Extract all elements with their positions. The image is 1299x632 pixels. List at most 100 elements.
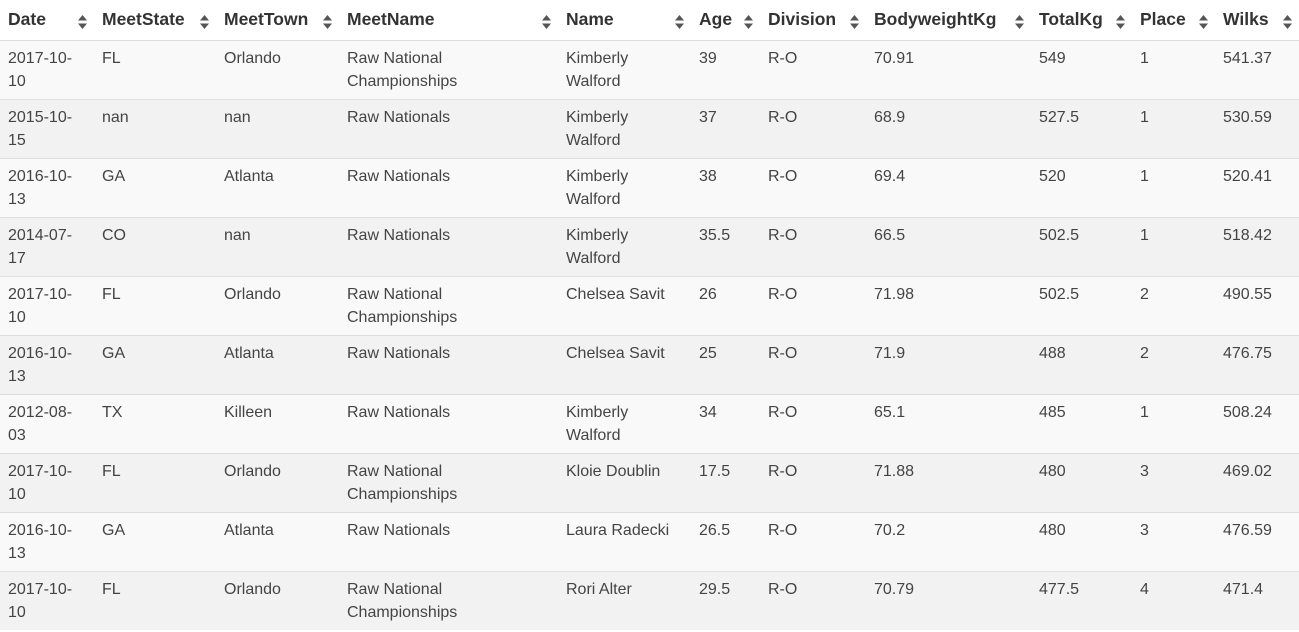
column-header-wilks[interactable]: Wilks: [1215, 0, 1299, 41]
cell-date: 2016-10-13: [0, 334, 94, 394]
cell-place: 1: [1132, 39, 1215, 99]
column-header-meettown[interactable]: MeetTown: [216, 0, 339, 41]
cell-bodyweightkg: 71.9: [866, 334, 1031, 394]
column-header-meetstate[interactable]: MeetState: [94, 0, 216, 41]
cell-age: 34: [691, 393, 760, 453]
cell-meettown: Killeen: [216, 393, 339, 453]
cell-meetname: Raw National Championships: [339, 39, 558, 99]
cell-name: Laura Radecki: [558, 511, 691, 571]
cell-bodyweightkg: 71.88: [866, 452, 1031, 512]
cell-wilks: 490.55: [1215, 275, 1299, 335]
table-body: 2017-10-10 FL Orlando Raw National Champion…: [0, 39, 1299, 630]
cell-totalkg: 520: [1031, 157, 1132, 217]
cell-name: Kimberly Walford: [558, 157, 691, 217]
cell-bodyweightkg: 70.79: [866, 570, 1031, 630]
cell-wilks: 469.02: [1215, 452, 1299, 512]
cell-date: 2017-10-10: [0, 452, 94, 512]
cell-meetstate: GA: [94, 334, 216, 394]
column-header-label: MeetName: [347, 9, 435, 30]
sort-icon[interactable]: [1116, 13, 1125, 29]
cell-division: R-O: [760, 157, 866, 217]
cell-name: Rori Alter: [558, 570, 691, 630]
cell-place: 1: [1132, 216, 1215, 276]
column-header-name[interactable]: Name: [558, 0, 691, 41]
cell-name: Chelsea Savit: [558, 275, 691, 335]
sort-icon[interactable]: [850, 13, 859, 29]
cell-bodyweightkg: 69.4: [866, 157, 1031, 217]
cell-totalkg: 480: [1031, 452, 1132, 512]
sort-icon[interactable]: [542, 13, 551, 29]
table-row: 2016-10-13 GA Atlanta Raw Nationals Laura Ra…: [0, 511, 1299, 571]
column-header-place[interactable]: Place: [1132, 0, 1215, 41]
sort-icon[interactable]: [1015, 13, 1024, 29]
cell-place: 1: [1132, 393, 1215, 453]
table-row: 2017-10-10 FL Orlando Raw National Champion…: [0, 452, 1299, 512]
cell-meettown: Atlanta: [216, 511, 339, 571]
cell-meetstate: CO: [94, 216, 216, 276]
table-row: 2012-08-03 TX Killeen Raw Nationals Kimberly…: [0, 393, 1299, 453]
cell-wilks: 476.75: [1215, 334, 1299, 394]
cell-date: 2014-07-17: [0, 216, 94, 276]
cell-meettown: Orlando: [216, 39, 339, 99]
cell-place: 4: [1132, 570, 1215, 630]
cell-meetname: Raw Nationals: [339, 393, 558, 453]
cell-meetstate: FL: [94, 452, 216, 512]
cell-place: 3: [1132, 511, 1215, 571]
column-header-date[interactable]: Date: [0, 0, 94, 41]
cell-meetstate: nan: [94, 98, 216, 158]
cell-meetname: Raw National Championships: [339, 275, 558, 335]
column-header-label: Age: [699, 9, 733, 30]
table-row: 2016-10-13 GA Atlanta Raw Nationals Kimberly…: [0, 157, 1299, 217]
table-row: 2016-10-13 GA Atlanta Raw Nationals Chelsea …: [0, 334, 1299, 394]
column-header-division[interactable]: Division: [760, 0, 866, 41]
cell-place: 2: [1132, 275, 1215, 335]
cell-meetname: Raw Nationals: [339, 334, 558, 394]
cell-bodyweightkg: 66.5: [866, 216, 1031, 276]
cell-meetstate: GA: [94, 157, 216, 217]
cell-meetname: Raw Nationals: [339, 157, 558, 217]
cell-wilks: 520.41: [1215, 157, 1299, 217]
cell-place: 3: [1132, 452, 1215, 512]
cell-meetname: Raw Nationals: [339, 98, 558, 158]
cell-division: R-O: [760, 334, 866, 394]
sort-icon[interactable]: [1199, 13, 1208, 29]
column-header-age[interactable]: Age: [691, 0, 760, 41]
cell-division: R-O: [760, 98, 866, 158]
cell-age: 38: [691, 157, 760, 217]
column-header-label: Division: [768, 9, 837, 30]
column-header-totalkg[interactable]: TotalKg: [1031, 0, 1132, 41]
cell-division: R-O: [760, 452, 866, 512]
cell-meetstate: FL: [94, 570, 216, 630]
column-header-label: Date: [8, 9, 46, 30]
cell-meettown: Atlanta: [216, 157, 339, 217]
cell-bodyweightkg: 71.98: [866, 275, 1031, 335]
sort-icon[interactable]: [200, 13, 209, 29]
cell-name: Chelsea Savit: [558, 334, 691, 394]
cell-date: 2015-10-15: [0, 98, 94, 158]
column-header-label: BodyweightKg: [874, 9, 997, 30]
cell-totalkg: 477.5: [1031, 570, 1132, 630]
cell-division: R-O: [760, 275, 866, 335]
table-row: 2017-10-10 FL Orlando Raw National Champion…: [0, 39, 1299, 99]
cell-age: 39: [691, 39, 760, 99]
cell-wilks: 508.24: [1215, 393, 1299, 453]
cell-totalkg: 488: [1031, 334, 1132, 394]
cell-totalkg: 549: [1031, 39, 1132, 99]
cell-wilks: 476.59: [1215, 511, 1299, 571]
cell-date: 2017-10-10: [0, 39, 94, 99]
sort-icon[interactable]: [323, 13, 332, 29]
column-header-bodyweightkg[interactable]: BodyweightKg: [866, 0, 1031, 41]
sort-icon[interactable]: [675, 13, 684, 29]
cell-totalkg: 480: [1031, 511, 1132, 571]
cell-date: 2016-10-13: [0, 157, 94, 217]
cell-wilks: 530.59: [1215, 98, 1299, 158]
sort-icon[interactable]: [1283, 13, 1292, 29]
cell-bodyweightkg: 65.1: [866, 393, 1031, 453]
sort-icon[interactable]: [744, 13, 753, 29]
table-row: 2017-10-10 FL Orlando Raw National Champion…: [0, 570, 1299, 630]
cell-place: 1: [1132, 157, 1215, 217]
column-header-meetname[interactable]: MeetName: [339, 0, 558, 41]
header-row: Date MeetState MeetTown MeetName Name Age Divi…: [0, 0, 1299, 41]
cell-bodyweightkg: 68.9: [866, 98, 1031, 158]
sort-icon[interactable]: [78, 13, 87, 29]
